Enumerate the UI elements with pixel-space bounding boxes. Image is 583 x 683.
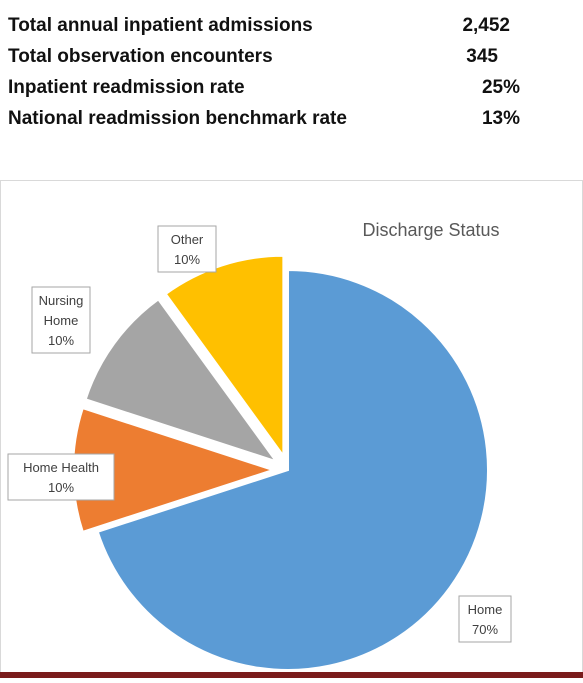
data-label-box (458, 595, 512, 643)
stat-value: 25% (481, 77, 520, 98)
data-label-box (31, 286, 91, 354)
data-label-category: Home (44, 313, 79, 328)
summary-stats: Total annual inpatient admissions 2,452 … (8, 10, 528, 134)
data-label-home: Home 70% (458, 595, 512, 643)
data-label-percent: 10% (48, 333, 74, 348)
data-label-home-health: Home Health 10% (7, 453, 115, 501)
stat-row-benchmark-rate: National readmission benchmark rate 13% (8, 103, 528, 134)
data-label-percent: 10% (174, 252, 200, 267)
chart-title: Discharge Status (362, 220, 499, 240)
data-label-category: Nursing (39, 293, 84, 308)
stat-row-observation: Total observation encounters 345 (8, 41, 528, 72)
data-label-category: Home (468, 602, 503, 617)
data-label-category: Home Health (23, 460, 99, 475)
stat-value: 345 (466, 46, 498, 67)
pie-slice-other (164, 254, 285, 459)
data-label-other: Other 10% (157, 225, 217, 273)
discharge-status-chart: Discharge Status Home 70% Home Health 10% Nu… (0, 180, 583, 678)
stat-label: National readmission benchmark rate (8, 108, 347, 129)
stat-value: 2,452 (462, 15, 510, 36)
stat-value: 13% (481, 108, 520, 129)
stat-label: Inpatient readmission rate (8, 77, 245, 98)
bottom-border-bar (0, 672, 583, 678)
data-label-box (7, 453, 115, 501)
data-label-box (157, 225, 217, 273)
stat-row-admissions: Total annual inpatient admissions 2,452 (8, 10, 528, 41)
pie-slice-home (96, 268, 489, 671)
pie-slice-nursing-home (84, 297, 279, 464)
stat-label: Total observation encounters (8, 46, 273, 67)
data-label-category: Other (171, 232, 204, 247)
data-label-nursing-home: Nursing Home 10% (31, 286, 91, 354)
data-label-percent: 10% (48, 480, 74, 495)
pie-slices (72, 254, 489, 671)
stat-label: Total annual inpatient admissions (8, 15, 313, 36)
stat-row-readmission-rate: Inpatient readmission rate 25% (8, 72, 528, 103)
data-label-percent: 70% (472, 622, 498, 637)
